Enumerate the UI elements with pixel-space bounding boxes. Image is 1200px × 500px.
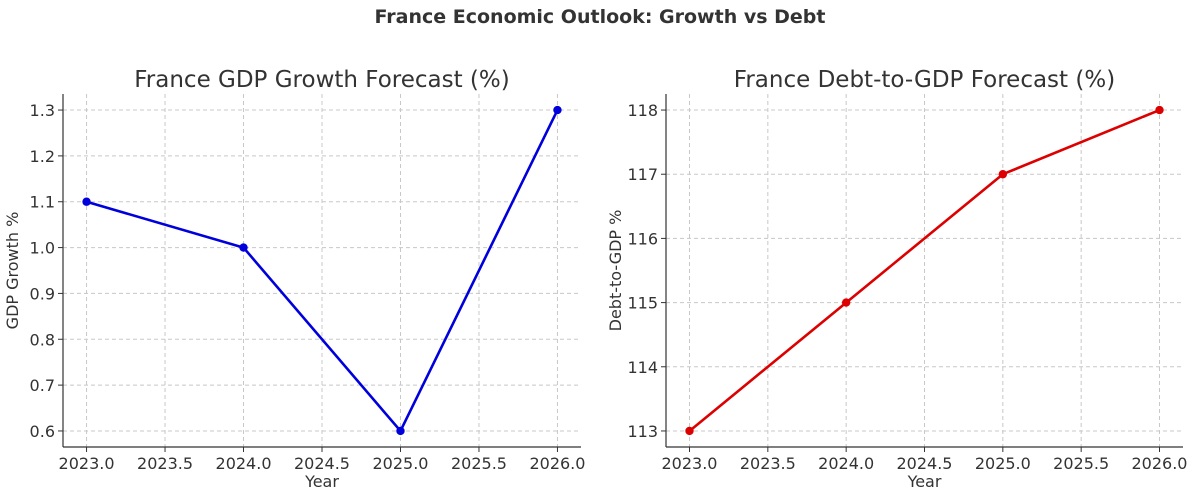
- chart-1-x-tick-label: 2025.5: [451, 454, 507, 473]
- chart-2-data-point: [685, 426, 694, 436]
- chart-2-y-tick-label: 117: [627, 165, 658, 184]
- chart-1-y-tick-label: 0.6: [30, 422, 55, 441]
- chart-2-y-tick-label: 114: [627, 358, 658, 377]
- chart-1-y-tick-label: 1.0: [30, 239, 55, 258]
- chart-1-y-axis-label: GDP Growth %: [3, 212, 22, 330]
- chart-2-title: France Debt-to-GDP Forecast (%): [734, 67, 1115, 93]
- chart-1-x-tick-label: 2025.0: [372, 454, 428, 473]
- chart-2-y-axis-label: Debt-to-GDP %: [606, 210, 625, 332]
- chart-1-y-tick-label: 0.9: [30, 284, 55, 303]
- chart-1-y-tick-label: 1.1: [30, 193, 55, 212]
- chart-1-data-point: [239, 243, 248, 252]
- chart-1-data-point: [396, 426, 405, 436]
- chart-2-x-tick-label: 2026.0: [1132, 454, 1188, 473]
- chart-1-x-tick-label: 2024.5: [294, 454, 350, 473]
- chart-1-x-tick-label: 2026.0: [529, 454, 585, 473]
- chart-2-data-point: [998, 170, 1008, 179]
- chart-2-data-point: [1155, 105, 1164, 115]
- figure-suptitle: France Economic Outlook: Growth vs Debt: [374, 6, 826, 28]
- chart-2-data-point: [841, 298, 851, 307]
- chart-1-x-tick-label: 2023.5: [137, 454, 193, 473]
- chart-1-y-tick-label: 0.7: [30, 376, 55, 395]
- chart-2-x-tick-label: 2023.5: [740, 454, 796, 473]
- chart-2-x-tick-label: 2024.5: [897, 454, 953, 473]
- chart-1-y-tick-label: 1.3: [30, 101, 55, 120]
- chart-2-x-tick-label: 2025.0: [975, 454, 1031, 473]
- chart-2-x-tick-label: 2023.0: [662, 454, 718, 473]
- chart-2-y-tick-label: 116: [627, 229, 658, 248]
- chart-1-x-tick-label: 2024.0: [216, 454, 272, 473]
- chart-1-y-tick-label: 0.8: [30, 330, 55, 349]
- chart-2-y-tick-label: 113: [627, 422, 658, 441]
- chart-1-x-axis-label: Year: [304, 472, 339, 491]
- chart-2-x-axis-label: Year: [907, 472, 942, 491]
- chart-1-title: France GDP Growth Forecast (%): [134, 67, 510, 93]
- chart-1-data-point: [82, 197, 91, 206]
- chart-2-y-tick-label: 118: [627, 101, 658, 120]
- chart-2-x-tick-label: 2025.5: [1053, 454, 1109, 473]
- chart-1-series-line: [86, 109, 559, 433]
- chart-1-y-tick-label: 1.2: [30, 147, 55, 166]
- chart-1-x-tick-label: 2023.0: [59, 454, 115, 473]
- chart-2-series-line: [688, 108, 1160, 432]
- chart-2-y-tick-label: 115: [627, 294, 658, 313]
- chart-1-data-point: [553, 105, 562, 115]
- chart-2-x-tick-label: 2024.0: [818, 454, 874, 473]
